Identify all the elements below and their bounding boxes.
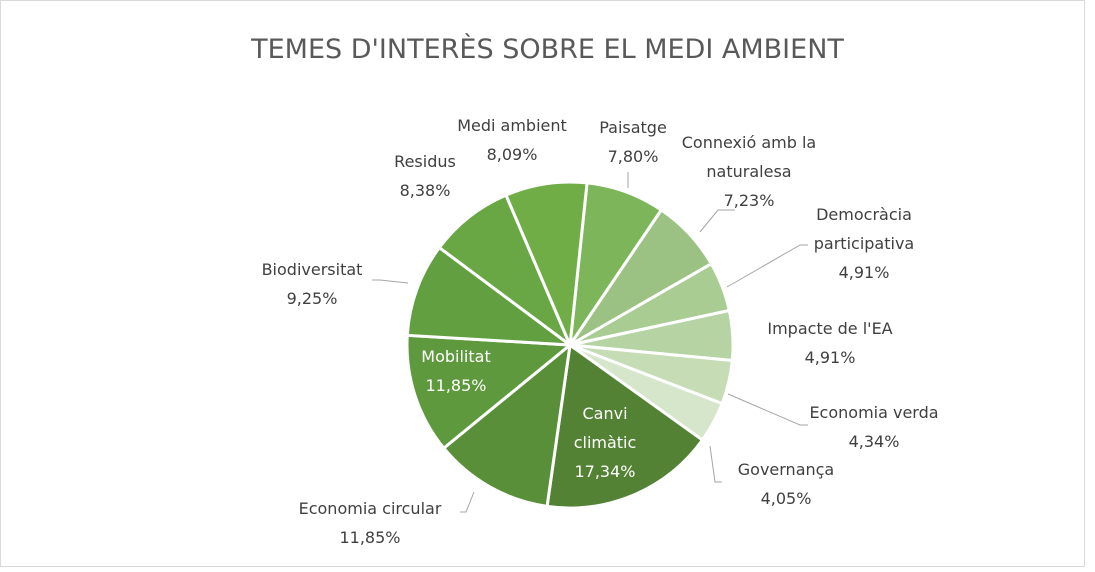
data-label: Residus 8,38%: [365, 147, 485, 205]
label-name: Residus: [394, 152, 456, 171]
label-name: Paisatge: [599, 118, 667, 137]
label-value: 8,38%: [399, 181, 451, 200]
pie-slice: [441, 341, 573, 509]
label-value: 4,91%: [838, 263, 890, 282]
data-label: Biodiversitat 9,25%: [222, 255, 402, 313]
chart-title: TEMES D'INTERÈS SOBRE EL MEDI AMBIENT: [251, 34, 844, 65]
pie-slice: [405, 245, 575, 347]
leader-line: [726, 244, 808, 288]
pie-slice: [504, 180, 589, 351]
data-label: Impacte de l'EA 4,91%: [730, 314, 930, 372]
label-name: Connexió amb la naturalesa: [681, 133, 817, 181]
label-name: Democràcia participativa: [813, 205, 915, 253]
pie-slice: [437, 193, 574, 350]
label-name: Impacte de l'EA: [767, 319, 893, 338]
label-name: Mobilitat: [421, 347, 491, 366]
leader-line: [372, 279, 409, 284]
label-name: Canvi climàtic: [573, 404, 637, 452]
label-value: 7,23%: [723, 191, 775, 210]
data-label: Paisatge 7,80%: [583, 113, 683, 171]
data-label: Canvi climàtic 17,34%: [565, 399, 645, 486]
pie-slice: [545, 342, 705, 510]
leader-line: [460, 491, 475, 513]
label-name: Economia circular: [298, 499, 442, 518]
label-name: Biodiversitat: [261, 260, 363, 279]
leader-line: [699, 209, 735, 233]
label-value: 9,25%: [286, 289, 338, 308]
data-label: Medi ambient 8,09%: [442, 111, 582, 169]
label-name: Medi ambient: [457, 116, 567, 135]
leader-lines: [372, 172, 808, 513]
label-name: Governança: [737, 460, 835, 479]
data-label: Economia circular 11,85%: [245, 494, 495, 552]
leader-line: [709, 445, 722, 483]
data-label: Democràcia participativa 4,91%: [794, 200, 934, 287]
label-value: 4,34%: [848, 432, 900, 451]
label-value: 11,85%: [425, 376, 487, 395]
data-label: Mobilitat 11,85%: [396, 342, 516, 400]
label-value: 8,09%: [486, 145, 538, 164]
label-value: 7,80%: [607, 147, 659, 166]
label-value: 4,91%: [804, 348, 856, 367]
leader-line: [727, 393, 808, 426]
slices: [405, 180, 735, 510]
label-value: 17,34%: [574, 462, 636, 481]
label-name: Economia verda: [809, 403, 939, 422]
data-label: Governança 4,05%: [686, 455, 886, 513]
pie-slice: [405, 333, 574, 451]
data-label: Connexió amb la naturalesa 7,23%: [674, 128, 824, 215]
label-value: 11,85%: [339, 528, 401, 547]
label-value: 4,05%: [760, 489, 812, 508]
data-label: Economia verda 4,34%: [774, 398, 974, 456]
